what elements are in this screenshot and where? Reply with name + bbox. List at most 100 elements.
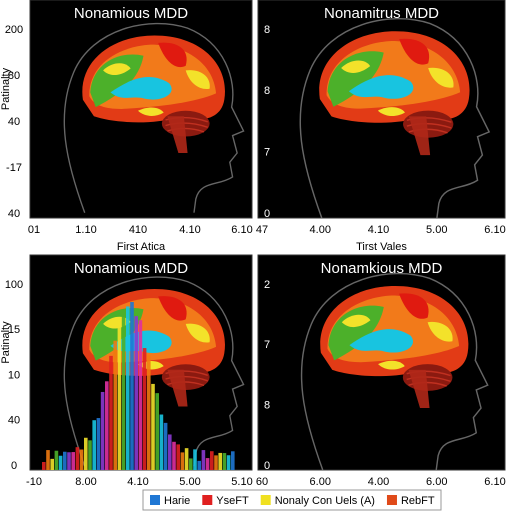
histogram-decoration [205, 458, 210, 470]
x-tick-label: 60 [256, 476, 268, 488]
x-tick-label: 4.10 [368, 224, 389, 236]
histogram-decoration [84, 437, 88, 470]
histogram-decoration [54, 450, 59, 470]
y-tick-label: 0 [11, 460, 17, 472]
y-tick-label: 7 [264, 339, 270, 351]
histogram-decoration [130, 302, 134, 470]
y-tick-label: -17 [6, 162, 22, 174]
x-tick-label: 47 [256, 224, 268, 236]
histogram-decoration [180, 452, 185, 470]
histogram-decoration [168, 434, 172, 470]
histogram-decoration [113, 340, 117, 470]
histogram-decoration [100, 391, 105, 470]
y-tick-label: 40 [8, 415, 20, 427]
x-tick-label: 5.00 [179, 476, 200, 488]
y-tick-label: 10 [8, 369, 20, 381]
y-tick-label: 7 [264, 147, 270, 159]
histogram-decoration [42, 461, 46, 470]
histogram-decoration [88, 440, 92, 470]
histogram-decoration [63, 451, 67, 470]
histogram-decoration [163, 422, 168, 470]
legend-swatch [386, 495, 397, 505]
y-tick-label: 8 [264, 85, 270, 97]
x-tick-label: 1.10 [75, 224, 96, 236]
legend-label: Nonaly Con Uels (A) [275, 495, 375, 507]
histogram-decoration [231, 451, 235, 470]
legend-swatch [150, 495, 160, 505]
y-tick-label: 100 [5, 279, 23, 291]
panel-title: Nonamkious MDD [321, 260, 443, 277]
histogram-decoration [138, 320, 143, 470]
legend-swatch [260, 495, 271, 505]
histogram-decoration [105, 381, 109, 470]
x-tick-label: 5.00 [426, 224, 447, 236]
legend-label: Harie [164, 495, 190, 507]
x-tick-label: 4.00 [310, 224, 331, 236]
histogram-decoration [58, 455, 63, 470]
panel-title: Nonamious MDD [74, 260, 188, 277]
histogram-decoration [155, 393, 159, 470]
y-tick-label: 80 [8, 70, 20, 82]
x-tick-label: 4.10 [179, 224, 200, 236]
histogram-decoration [67, 452, 71, 470]
legend-label: RebFT [401, 495, 435, 507]
x-tick-label: 4.00 [368, 476, 389, 488]
histogram-decoration [197, 460, 201, 470]
y-tick-label: 8 [264, 400, 270, 412]
histogram-decoration [172, 441, 176, 470]
histogram-decoration [189, 458, 193, 470]
legend-swatch [202, 495, 213, 505]
histogram-decoration [222, 453, 227, 470]
histogram-decoration [71, 452, 75, 470]
histogram-decoration [134, 316, 138, 470]
histogram-decoration [46, 450, 50, 470]
y-tick-label: 2 [264, 279, 270, 291]
x-tick-label: 5.10 [231, 476, 252, 488]
y-tick-label: 200 [5, 24, 23, 36]
y-axis-label: Patinalty [0, 321, 12, 364]
histogram-decoration [50, 458, 54, 470]
histogram-decoration [176, 444, 180, 470]
histogram-decoration [226, 455, 231, 470]
histogram-decoration [147, 355, 151, 470]
histogram-decoration [79, 449, 84, 470]
y-tick-label: 15 [8, 324, 20, 336]
histogram-decoration [75, 447, 80, 470]
x-tick-label: 6.10 [484, 476, 505, 488]
histogram-decoration [218, 452, 222, 470]
y-tick-label: 0 [264, 208, 270, 220]
x-tick-label: 01 [28, 224, 40, 236]
histogram-decoration [117, 322, 122, 470]
x-axis-label: Tirst Vales [356, 241, 407, 253]
histogram-decoration [96, 418, 101, 470]
x-tick-label: 4.10 [127, 476, 148, 488]
histogram-decoration [201, 450, 206, 470]
histogram-decoration [121, 309, 126, 470]
y-tick-label: 0 [264, 460, 270, 472]
histogram-decoration [92, 420, 96, 470]
histogram-decoration [142, 348, 147, 470]
y-tick-label: 40 [8, 208, 20, 220]
histogram-decoration [109, 355, 113, 470]
y-axis-label: Patinalty [0, 67, 12, 110]
x-tick-label: 6.10 [231, 224, 252, 236]
legend-label: YseFT [216, 495, 249, 507]
histogram-decoration [126, 306, 130, 470]
histogram-decoration [210, 451, 214, 470]
x-tick-label: 6.00 [310, 476, 331, 488]
x-tick-label: -10 [26, 476, 42, 488]
histogram-decoration [159, 414, 164, 470]
histogram-decoration [193, 449, 197, 470]
x-tick-label: 6.00 [426, 476, 447, 488]
y-tick-label: 8 [264, 24, 270, 36]
x-tick-label: 410 [129, 224, 147, 236]
legend-box [142, 489, 442, 511]
x-tick-label: 8.00 [75, 476, 96, 488]
x-axis-label: First Atica [117, 241, 166, 253]
panel-title: Nonamitrus MDD [324, 5, 439, 22]
histogram-decoration [151, 383, 155, 470]
histogram-decoration [184, 448, 189, 470]
x-tick-label: 6.10 [484, 224, 505, 236]
